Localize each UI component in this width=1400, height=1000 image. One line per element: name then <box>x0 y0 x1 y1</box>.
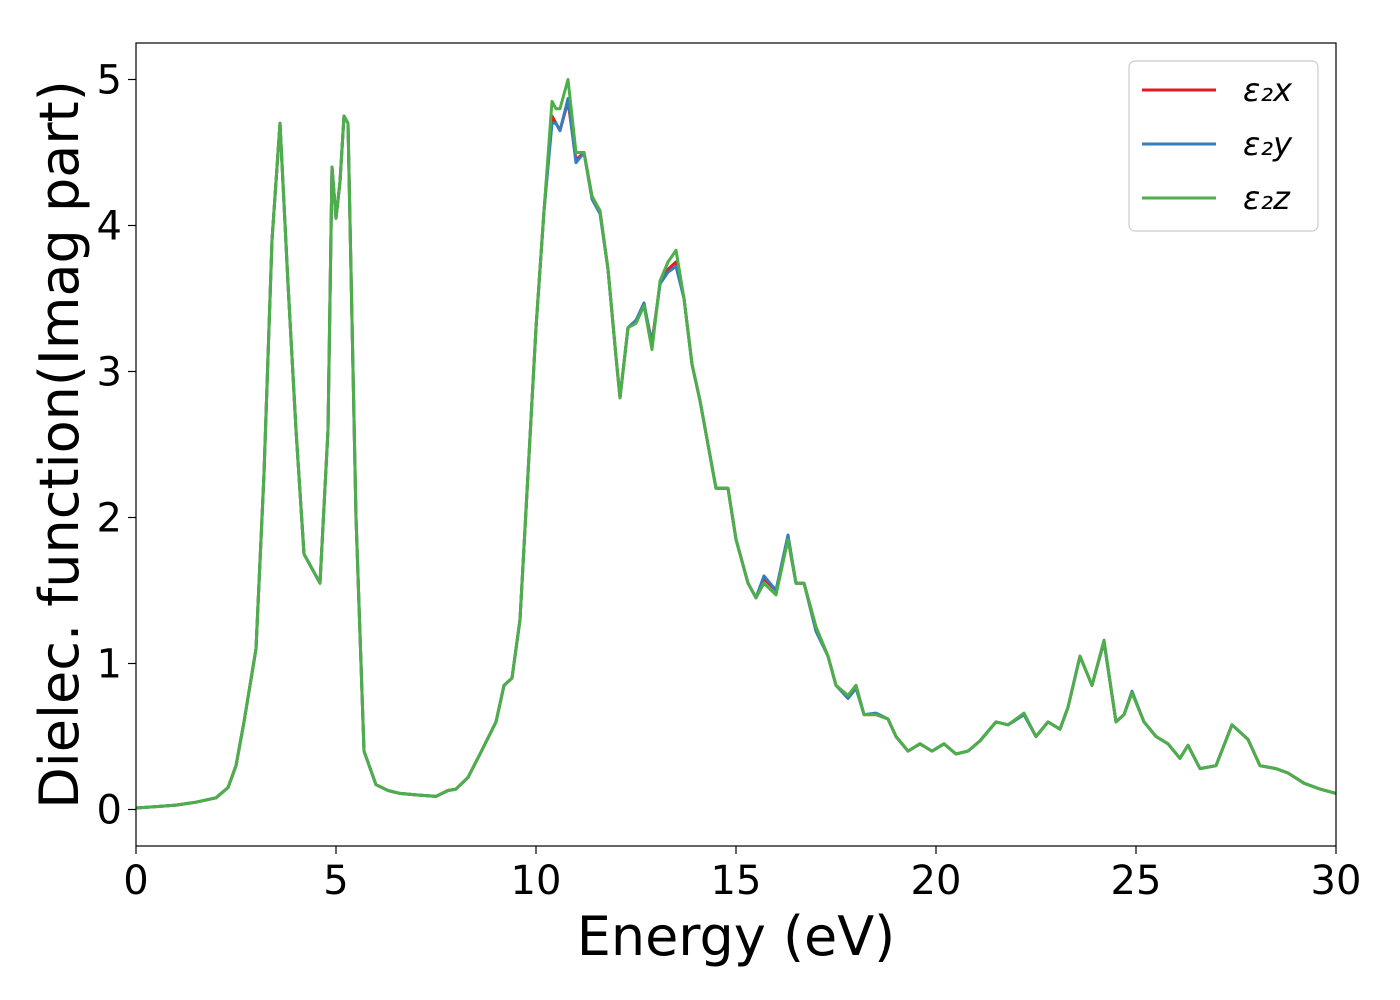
x-tick-label: 15 <box>711 858 762 904</box>
legend-label-3: ε₂z <box>1243 179 1291 217</box>
x-tick-label: 0 <box>123 858 148 904</box>
x-axis-ticks: 0 5 10 15 20 25 30 <box>123 846 1361 904</box>
y-tick-label: 1 <box>97 642 122 688</box>
x-tick-label: 10 <box>511 858 562 904</box>
y-tick-label: 4 <box>97 204 122 250</box>
x-tick-label: 20 <box>911 858 962 904</box>
x-axis-title: Energy (eV) <box>577 905 896 968</box>
legend: ε₂x ε₂y ε₂z <box>1128 60 1319 232</box>
series-line-3 <box>136 78 1336 810</box>
legend-label-1: ε₂x <box>1243 71 1293 109</box>
x-tick-label: 30 <box>1311 858 1362 904</box>
x-tick-label: 25 <box>1111 858 1162 904</box>
legend-box <box>1128 60 1319 232</box>
x-tick-label: 5 <box>323 858 348 904</box>
y-axis-ticks: 0 1 2 3 4 5 <box>97 58 136 834</box>
plot-lines <box>136 78 1336 810</box>
y-tick-label: 2 <box>97 496 122 542</box>
y-tick-label: 5 <box>97 58 122 104</box>
legend-label-2: ε₂y <box>1243 125 1293 163</box>
y-tick-label: 3 <box>97 350 122 396</box>
y-tick-label: 0 <box>97 788 122 834</box>
y-axis-title: Dielec. function(Imag part) <box>28 80 91 809</box>
